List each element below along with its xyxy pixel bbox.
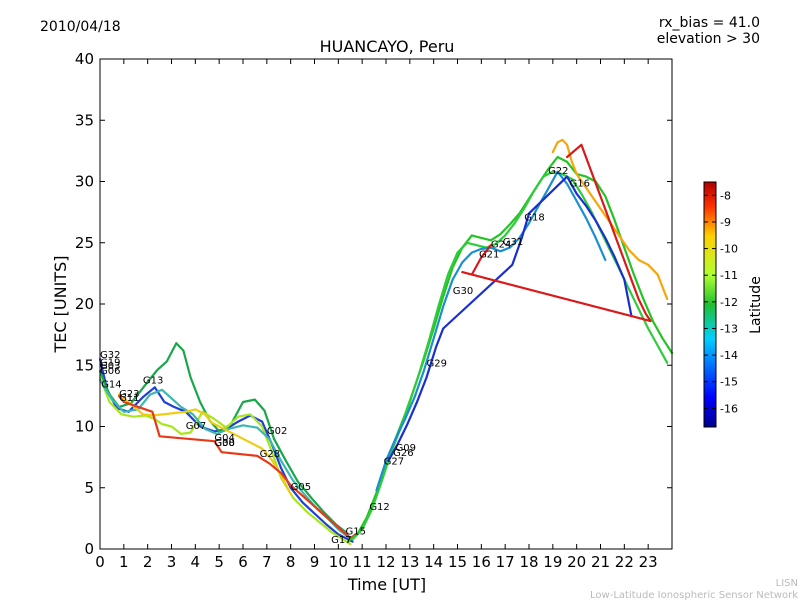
satellite-label: G27 (384, 456, 404, 467)
satellite-label: G30 (453, 286, 473, 297)
satellite-label: G09 (396, 443, 416, 454)
series-track-i (375, 170, 607, 492)
x-tick-label: 2 (143, 553, 153, 571)
colorbar-tick-label: -13 (720, 322, 738, 335)
x-ticks: 0 1 2 3 4 5 6 7 8 9 10 11 12 13 14 15 16 17 18 19 20 21 22 23 (95, 59, 658, 571)
x-tick-label: 17 (496, 553, 515, 571)
y-axis-label: TEC [UNITS] (51, 256, 70, 354)
satellite-label: G11 (119, 393, 139, 404)
x-tick-label: 9 (310, 553, 320, 571)
satellite-label: G04 (214, 433, 234, 444)
satellite-label: G17 (331, 535, 351, 546)
y-tick-label: 0 (84, 540, 94, 558)
satellite-label: G19 (100, 357, 120, 368)
satellite-label: G18 (524, 213, 544, 224)
series-layer (98, 138, 674, 546)
x-tick-label: 23 (639, 553, 658, 571)
satellite-label: G15 (345, 526, 365, 537)
series-track-c (98, 376, 352, 546)
series-track-h (351, 170, 669, 541)
series-track-a (98, 358, 354, 543)
colorbar-tick-label: -10 (720, 243, 738, 256)
satellite-label: G22 (548, 166, 568, 177)
colorbar (703, 181, 717, 428)
satellite-label: G05 (291, 482, 311, 493)
satellite-label: G06 (100, 366, 120, 377)
x-tick-label: 19 (543, 553, 562, 571)
x-tick-label: 6 (238, 553, 248, 571)
colorbar-tick-label: -8 (720, 189, 731, 202)
x-tick-label: 14 (424, 553, 443, 571)
series-track-e (117, 393, 292, 495)
x-tick-label: 7 (262, 553, 272, 571)
satellite-label: G03 (100, 361, 120, 372)
x-tick-label: 4 (191, 553, 201, 571)
colorbar-tick-label: -15 (720, 376, 738, 389)
y-tick-label: 35 (75, 111, 94, 129)
colorbar-tick-label: -16 (720, 402, 738, 415)
x-tick-label: 10 (329, 553, 348, 571)
x-tick-label: 5 (214, 553, 224, 571)
colorbar-tick-label: -14 (720, 349, 738, 362)
colorbar-label: Latitude (748, 276, 764, 334)
satellite-label: G08 (214, 438, 234, 449)
satellite-label: G02 (267, 426, 287, 437)
series-track-k (551, 138, 669, 301)
series-track-l (461, 143, 652, 323)
annotation-layer: G32G19G03G06G14G23G11G13G07G04G08G30G02G… (100, 166, 590, 546)
series-track-g (346, 155, 674, 543)
y-tick-label: 20 (75, 295, 94, 313)
elevation-label: elevation > 30 (657, 31, 760, 47)
x-tick-label: 11 (353, 553, 372, 571)
series-track-b (98, 342, 347, 534)
x-tick-label: 1 (119, 553, 129, 571)
x-tick-label: 13 (400, 553, 419, 571)
colorbar-ticks: -8 -9 -10 -11 -12 -13 -14 -15 -16 (704, 189, 738, 415)
satellite-label: G13 (143, 376, 163, 387)
satellite-label: G14 (101, 379, 121, 390)
satellite-label: G23 (119, 389, 139, 400)
x-tick-label: 20 (567, 553, 586, 571)
satellite-label: G07 (186, 421, 206, 432)
satellite-label: G16 (570, 178, 590, 189)
colorbar-tick-label: -9 (720, 216, 731, 229)
colorbar-tick-label: -11 (720, 269, 738, 282)
y-tick-label: 15 (75, 356, 94, 374)
satellite-label: G32 (100, 350, 120, 361)
date-label: 2010/04/18 (40, 19, 121, 35)
satellite-label: G26 (393, 448, 413, 459)
satellite-label: G12 (369, 502, 389, 513)
x-tick-label: 0 (95, 553, 105, 571)
x-tick-label: 12 (376, 553, 395, 571)
y-tick-label: 5 (84, 479, 94, 497)
chart-title: HUANCAYO, Peru (320, 37, 455, 56)
x-tick-label: 21 (591, 553, 610, 571)
satellite-label: G29 (427, 358, 447, 369)
x-axis-label: Time [UT] (347, 575, 426, 594)
footer-acronym: LISN (776, 578, 798, 589)
y-tick-label: 25 (75, 234, 94, 252)
rx-bias-label: rx_bias = 41.0 (659, 15, 760, 31)
y-ticks: 0 5 10 15 20 25 30 35 40 (75, 50, 672, 558)
colorbar-tick-label: -12 (720, 296, 738, 309)
x-tick-label: 3 (167, 553, 177, 571)
satellite-label: G28 (260, 449, 280, 460)
satellite-label: G24 (491, 240, 511, 251)
plot-frame (99, 58, 673, 550)
satellite-label: G30 (214, 438, 234, 449)
y-tick-label: 40 (75, 50, 94, 68)
series-track-j (387, 175, 633, 462)
satellite-label: G21 (479, 249, 499, 260)
x-tick-label: 15 (448, 553, 467, 571)
x-tick-label: 8 (286, 553, 296, 571)
x-tick-label: 18 (519, 553, 538, 571)
footer-network: Low-Latitude Ionospheric Sensor Network (590, 590, 798, 600)
satellite-label: G31 (503, 237, 523, 248)
x-tick-label: 22 (615, 553, 634, 571)
y-tick-label: 10 (75, 418, 94, 436)
y-tick-label: 30 (75, 173, 94, 191)
x-tick-label: 16 (472, 553, 491, 571)
series-track-f (117, 394, 361, 540)
